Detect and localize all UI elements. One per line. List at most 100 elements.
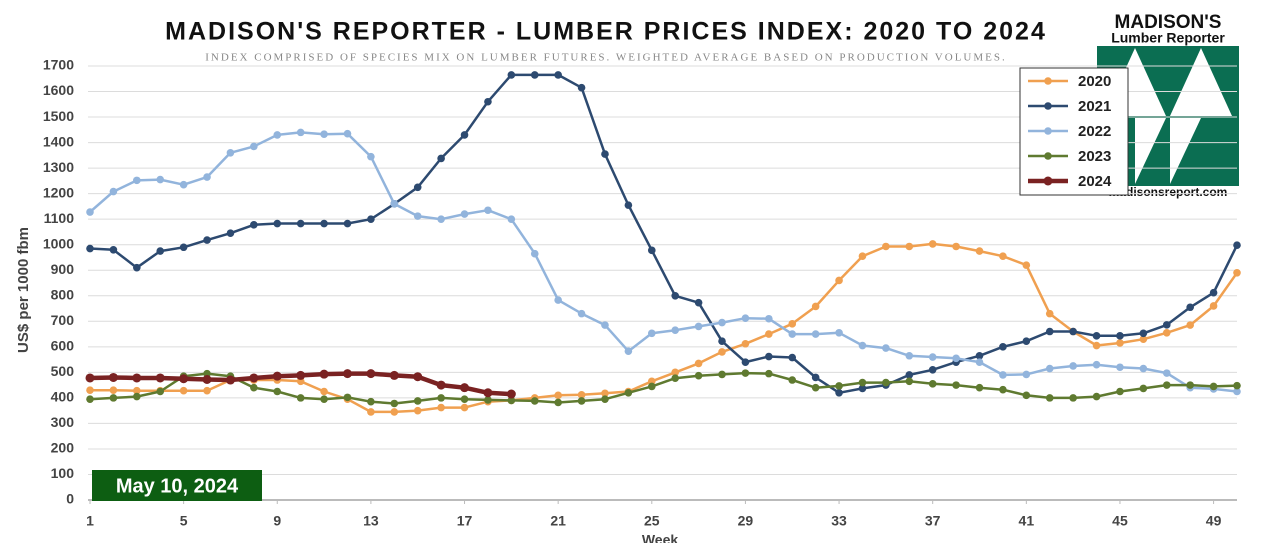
series-marker (554, 391, 562, 400)
logo-triangle (1170, 48, 1232, 116)
series-marker (484, 206, 492, 215)
series-marker (507, 71, 516, 79)
series-marker (507, 215, 516, 223)
series-marker (1186, 321, 1194, 329)
series-marker (133, 392, 141, 401)
series-marker (133, 386, 141, 395)
series-marker (460, 383, 470, 393)
series-marker (1045, 394, 1054, 402)
series-marker (741, 358, 750, 366)
series-marker (577, 391, 586, 399)
series-marker (367, 152, 375, 161)
y-tick-label: 300 (51, 414, 75, 430)
series-marker (133, 263, 141, 272)
series-marker (835, 276, 843, 285)
series-marker (975, 383, 984, 392)
series-marker (484, 396, 492, 404)
series-marker (1139, 335, 1148, 343)
series-marker (1069, 394, 1077, 402)
series-marker (1045, 309, 1054, 318)
legend-marker (1044, 102, 1052, 110)
legend-label: 2024 (1078, 173, 1112, 190)
series-marker (1022, 370, 1031, 379)
series-marker (437, 394, 445, 402)
y-tick-label: 1600 (43, 82, 74, 98)
x-tick-label: 41 (1019, 513, 1035, 529)
series-marker (647, 246, 656, 255)
series-marker (554, 398, 562, 407)
series-marker (741, 369, 750, 377)
y-tick-label: 0 (66, 491, 74, 507)
x-tick-label: 9 (273, 513, 281, 529)
series-marker (788, 330, 797, 338)
series-marker (554, 71, 562, 79)
series-marker (835, 388, 843, 397)
series-marker (320, 130, 328, 138)
x-tick-label: 21 (550, 513, 566, 529)
series-marker (1186, 381, 1194, 389)
series-marker (203, 386, 211, 395)
chart-title: MADISON'S REPORTER - LUMBER PRICES INDEX… (165, 18, 1047, 46)
series-marker (741, 314, 750, 323)
series-marker (577, 309, 586, 318)
series-marker (367, 397, 375, 406)
series-marker (319, 369, 329, 379)
series-marker (413, 372, 423, 382)
series-marker (273, 219, 282, 228)
y-tick-label: 1500 (43, 108, 74, 124)
series-marker (1045, 327, 1054, 336)
series-marker (882, 242, 890, 251)
series-marker (999, 371, 1007, 379)
series-marker (999, 385, 1007, 394)
series-marker (671, 326, 680, 335)
series-marker (413, 212, 422, 220)
series-marker (1069, 327, 1077, 336)
series-marker (1092, 341, 1101, 350)
series-marker (179, 386, 188, 395)
series-marker (1022, 261, 1031, 269)
series-marker (530, 397, 539, 405)
y-tick-label: 100 (51, 465, 75, 481)
x-axis-label: Week (642, 532, 679, 543)
series-marker (952, 381, 960, 389)
series-marker (156, 387, 165, 396)
series-marker (928, 380, 937, 388)
series-marker (788, 376, 797, 384)
series-marker (647, 329, 656, 338)
series-marker (975, 358, 984, 366)
x-tick-label: 1 (86, 513, 94, 529)
series-marker (1209, 288, 1218, 297)
series-marker (460, 403, 469, 412)
series-marker (1162, 328, 1171, 337)
series-line (89, 371, 1238, 405)
series-marker (835, 382, 843, 390)
series-marker (390, 408, 399, 416)
series-marker (1092, 392, 1101, 401)
series-marker (788, 320, 797, 328)
series-marker (671, 374, 680, 383)
series-marker (155, 373, 165, 383)
series-marker (1116, 363, 1124, 372)
series-marker (156, 175, 165, 184)
series-marker (530, 249, 539, 258)
series-marker (999, 252, 1007, 260)
series-marker (928, 366, 937, 374)
series-marker (484, 97, 492, 106)
series-marker (413, 183, 422, 192)
series-marker (1186, 303, 1194, 312)
y-tick-label: 200 (51, 440, 75, 456)
series-marker (882, 344, 890, 352)
series-marker (1209, 302, 1218, 310)
series-line (89, 73, 1239, 395)
series-marker (342, 369, 352, 379)
series-marker (272, 371, 282, 381)
series-marker (109, 246, 118, 254)
series-marker (905, 371, 914, 379)
series-marker (413, 397, 422, 405)
series-marker (320, 395, 328, 403)
series-marker (811, 373, 820, 382)
series-marker (835, 328, 843, 337)
y-tick-label: 900 (51, 261, 75, 277)
series-marker (765, 352, 773, 361)
series-marker (718, 318, 726, 327)
